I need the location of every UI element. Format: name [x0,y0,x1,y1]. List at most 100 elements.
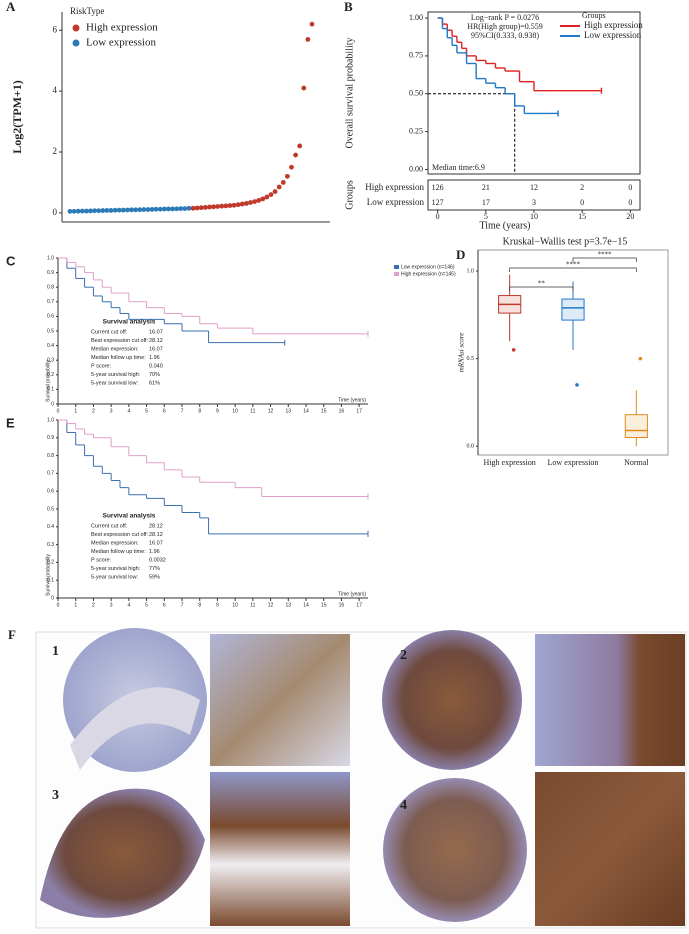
point [301,85,307,91]
y-tick-label: 0.9 [47,435,54,441]
point [284,173,290,179]
x-tick-label: 14 [303,602,309,608]
x-tick-label: 0 [57,602,60,608]
legend-swatch [394,265,399,269]
x-tick-label: 6 [163,602,166,608]
x-tick-label: 8 [198,602,201,608]
point [211,204,216,210]
x-tick-label: 3 [110,602,113,608]
point [125,207,130,213]
table-value: 61% [149,380,160,386]
table-value: 0.0032 [149,557,166,563]
point [96,208,102,214]
legend-label: High expression [86,22,158,34]
point [248,200,253,205]
x-tick-label: High expression [484,458,536,467]
table-value: 16.07 [149,329,163,335]
y-tick-label: 0.6 [47,489,54,495]
table-label: Median follow up time: [91,549,146,555]
y-tick-label: 0.5 [47,506,54,512]
x-tick-label: 0 [57,408,60,414]
chart-panel: E00.10.20.30.40.50.60.70.80.91.00 1 2 3 4 5 6 7… [6,415,369,608]
x-tick-label: 10 [530,212,538,221]
panel-label: D [456,247,465,262]
table-value: 28.12 [149,338,163,344]
x-tick-label: 16 [339,602,345,608]
point [280,180,286,185]
tissue-zoom [535,772,685,926]
x-tick-label: 10 [232,408,238,414]
x-tick-label: 11 [250,602,255,608]
point [305,36,311,42]
x-tick-label: 9 [216,408,219,414]
table-value: 16.07 [149,540,163,546]
x-tick-label: 16 [339,408,345,414]
y-tick-label: 0.8 [47,285,54,291]
table-value: 28.12 [149,532,163,538]
y-tick-label: 1.0 [47,417,54,423]
chart-title: Kruskal−Wallis test p=3.7e−15 [503,236,628,247]
table-value: 59% [149,574,160,580]
y-tick-label: 0.7 [47,471,54,477]
table-label: Median expression: [91,346,139,352]
table-value: 70% [149,372,160,378]
risk-count: 0 [628,198,632,207]
legend-swatch [394,272,399,276]
table-label: 5-year survival low: [91,380,139,386]
y-tick-label: 0.2 [47,560,54,566]
x-tick-label: 15 [321,602,327,608]
point [145,207,151,212]
point [88,208,93,214]
y-tick-label: 0.25 [409,126,423,135]
point [276,184,282,190]
y-tick-label: 2 [53,146,58,156]
x-tick-label: 7 [181,408,184,414]
point [256,197,262,203]
y-axis-label: mRNAsi score [458,333,466,373]
box [624,414,648,438]
box [561,298,585,321]
table-value: 16.07 [149,346,163,352]
x-tick-label: 17 [356,408,362,414]
point [120,207,126,213]
panel-label: B [344,0,353,14]
x-tick-label: 2 [92,408,95,414]
risk-row-label: Low expression [367,197,425,207]
point [170,206,175,212]
y-axis-label: Log2(TPM+1) [10,80,24,154]
tissue-zoom [210,772,350,926]
x-tick-label: Normal [624,458,649,467]
x-tick-label: 1 [74,602,77,608]
risk-count: 0 [628,183,632,192]
x-tick-label: 8 [198,408,201,414]
point [235,202,241,208]
x-tick-label: 17 [356,602,362,608]
point [223,203,229,209]
point [129,207,134,213]
x-tick-label: 15 [321,408,327,414]
panel-label: E [6,415,15,430]
x-tick-label: 4 [127,602,130,608]
x-axis-label: Time (years) [338,397,366,403]
point [104,208,110,213]
risk-count: 2 [580,183,584,192]
panel-label: C [6,253,16,268]
annotation: 95%CI(0.333, 0.938) [471,31,539,40]
significance-label: **** [566,261,581,269]
point [293,152,298,158]
tissue-zoom [210,634,350,766]
y-tick-label: 0.5 [47,328,54,334]
point [215,204,221,209]
x-tick-label: 14 [303,408,309,414]
x-axis-label: Time (years) [338,591,366,597]
table-label: 5-year survival high: [91,372,141,378]
table-value: 77% [149,566,160,572]
y-tick-label: 0.6 [47,314,54,320]
y-tick-label: 0.9 [47,270,54,276]
point [84,208,89,214]
point [153,206,159,212]
core-label: 1 [52,644,59,659]
table-label: Best expression cut off: [91,532,149,538]
x-tick-label: 2 [92,602,95,608]
